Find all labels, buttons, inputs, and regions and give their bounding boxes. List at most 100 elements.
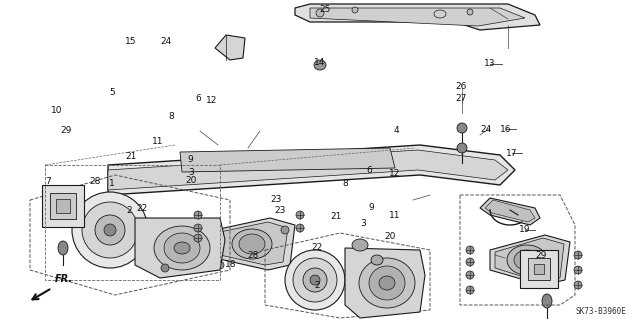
Text: 28: 28 <box>247 251 259 260</box>
Ellipse shape <box>457 143 467 153</box>
Polygon shape <box>490 235 570 285</box>
Text: 20: 20 <box>385 232 396 241</box>
Text: 12: 12 <box>389 169 401 178</box>
Ellipse shape <box>310 275 320 285</box>
Ellipse shape <box>58 241 68 255</box>
Ellipse shape <box>296 211 304 219</box>
Text: 8: 8 <box>168 112 173 121</box>
Ellipse shape <box>352 239 368 251</box>
Polygon shape <box>310 8 525 26</box>
Ellipse shape <box>194 224 202 232</box>
Ellipse shape <box>104 224 116 236</box>
Text: 23: 23 <box>275 206 286 215</box>
Polygon shape <box>135 218 225 278</box>
Ellipse shape <box>574 266 582 274</box>
FancyBboxPatch shape <box>42 185 84 227</box>
Text: 28: 28 <box>89 177 100 186</box>
Text: 5: 5 <box>109 88 115 97</box>
Text: 7: 7 <box>45 177 51 186</box>
Ellipse shape <box>161 264 169 272</box>
Ellipse shape <box>216 261 224 269</box>
Text: 10: 10 <box>51 106 62 115</box>
Polygon shape <box>215 35 245 60</box>
Polygon shape <box>295 4 540 30</box>
FancyBboxPatch shape <box>534 264 544 274</box>
Ellipse shape <box>466 258 474 266</box>
Ellipse shape <box>164 233 200 263</box>
Polygon shape <box>180 148 395 172</box>
Text: 1: 1 <box>109 179 115 188</box>
Text: 14: 14 <box>314 58 326 67</box>
Text: 6: 6 <box>196 94 201 103</box>
Text: 11: 11 <box>389 211 401 220</box>
Polygon shape <box>485 200 535 222</box>
Ellipse shape <box>293 258 337 302</box>
Text: 15: 15 <box>125 37 137 46</box>
Polygon shape <box>215 218 295 270</box>
Polygon shape <box>480 198 540 225</box>
Ellipse shape <box>466 286 474 294</box>
Ellipse shape <box>72 192 148 268</box>
Polygon shape <box>345 248 425 318</box>
Ellipse shape <box>232 229 272 259</box>
Polygon shape <box>495 238 564 282</box>
Text: 29: 29 <box>535 251 547 260</box>
Ellipse shape <box>574 251 582 259</box>
Ellipse shape <box>314 60 326 70</box>
Text: SK73-B3960E: SK73-B3960E <box>575 307 626 316</box>
Text: 17: 17 <box>506 149 518 158</box>
Text: 9: 9 <box>188 155 193 164</box>
Text: 27: 27 <box>455 94 467 103</box>
Ellipse shape <box>514 250 540 270</box>
Text: 13: 13 <box>484 59 495 68</box>
FancyBboxPatch shape <box>520 250 558 288</box>
Ellipse shape <box>359 258 415 308</box>
Ellipse shape <box>467 9 473 15</box>
Polygon shape <box>108 145 515 195</box>
Ellipse shape <box>466 271 474 279</box>
Ellipse shape <box>154 226 210 270</box>
Ellipse shape <box>316 9 324 17</box>
Text: 21: 21 <box>330 212 342 221</box>
Ellipse shape <box>285 250 345 310</box>
Text: 25: 25 <box>319 5 331 14</box>
Ellipse shape <box>379 276 395 290</box>
Text: 20: 20 <box>185 176 196 185</box>
Text: 2: 2 <box>314 281 319 290</box>
Ellipse shape <box>194 234 202 242</box>
Text: 9: 9 <box>369 203 374 212</box>
Text: 19: 19 <box>519 225 531 234</box>
Ellipse shape <box>542 294 552 308</box>
Ellipse shape <box>95 215 125 245</box>
Ellipse shape <box>296 224 304 232</box>
FancyBboxPatch shape <box>528 258 550 280</box>
Ellipse shape <box>194 211 202 219</box>
Text: 26: 26 <box>455 82 467 91</box>
FancyBboxPatch shape <box>50 193 76 219</box>
Ellipse shape <box>303 268 327 292</box>
Text: 24: 24 <box>161 37 172 46</box>
Ellipse shape <box>371 255 383 265</box>
Text: 22: 22 <box>136 204 148 213</box>
Text: 3: 3 <box>361 219 366 228</box>
Text: 12: 12 <box>205 96 217 105</box>
Text: 2: 2 <box>127 206 132 215</box>
Text: 21: 21 <box>125 152 137 161</box>
Text: 22: 22 <box>311 243 323 252</box>
Ellipse shape <box>281 226 289 234</box>
Text: 6: 6 <box>367 166 372 175</box>
Text: 8: 8 <box>343 179 348 188</box>
Ellipse shape <box>352 7 358 13</box>
Text: 24: 24 <box>481 125 492 134</box>
Ellipse shape <box>174 242 190 254</box>
FancyBboxPatch shape <box>56 199 70 213</box>
Text: 23: 23 <box>271 195 282 204</box>
Ellipse shape <box>369 266 405 300</box>
Ellipse shape <box>457 123 467 133</box>
Ellipse shape <box>466 246 474 254</box>
Text: 18: 18 <box>225 260 236 269</box>
Ellipse shape <box>574 281 582 289</box>
Ellipse shape <box>82 202 138 258</box>
Ellipse shape <box>239 234 265 254</box>
Polygon shape <box>108 150 508 190</box>
